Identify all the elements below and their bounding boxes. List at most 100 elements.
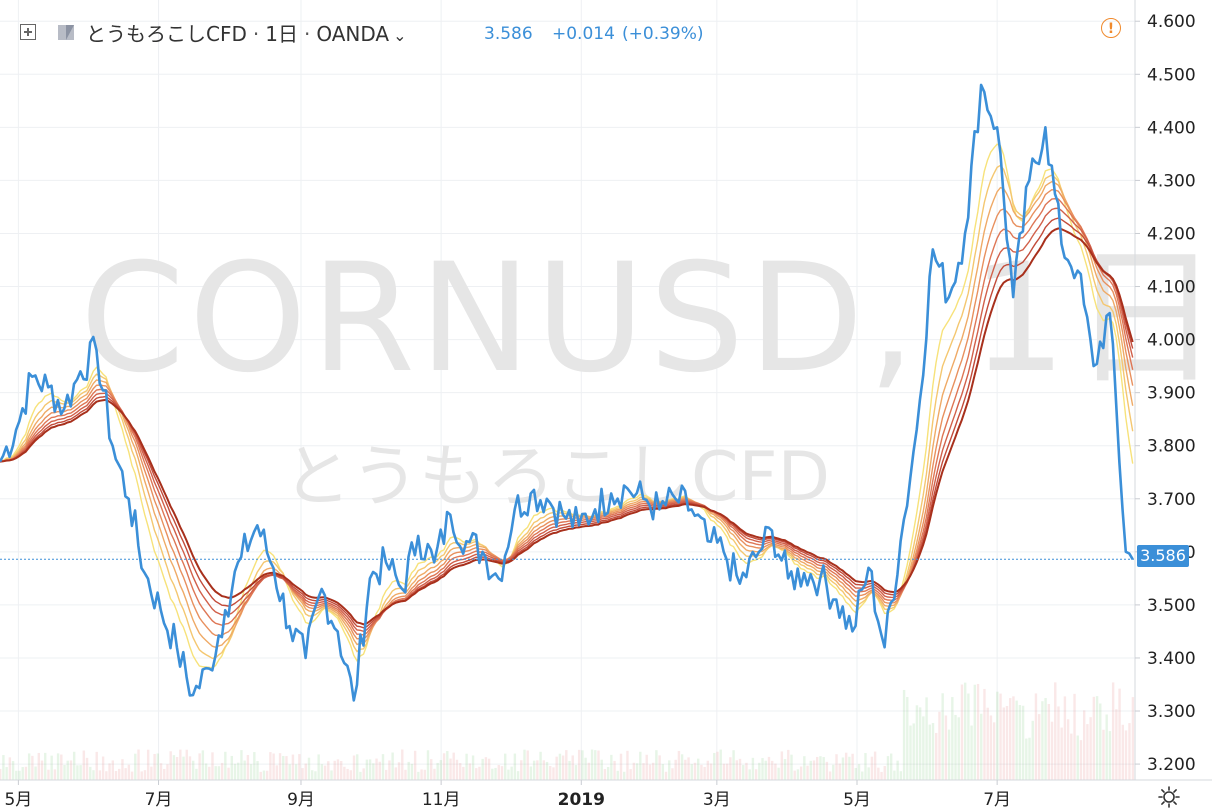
settings-gear-icon[interactable] — [1157, 785, 1181, 809]
price-series — [0, 83, 1134, 702]
volume-bar — [436, 762, 439, 780]
volume-bar — [60, 754, 63, 780]
volume-bar — [655, 750, 658, 780]
volume-bar — [359, 771, 362, 780]
volume-bar — [941, 693, 944, 780]
volume-bar — [1095, 696, 1099, 780]
volume-bar — [291, 754, 295, 780]
volume-bar — [664, 771, 668, 780]
volume-bar — [822, 757, 825, 780]
volume-bar — [770, 760, 774, 780]
warning-icon[interactable]: ! — [1101, 18, 1121, 38]
volume-bar — [175, 757, 179, 780]
volume-bar — [523, 749, 526, 780]
volume-bar — [812, 760, 816, 780]
watermark-description: とうもろこしCFD — [283, 438, 830, 517]
add-symbol-icon[interactable] — [20, 24, 36, 40]
volume-bar — [404, 769, 407, 780]
volume-bar — [439, 760, 443, 780]
volume-bar — [861, 771, 864, 780]
volume-bar — [616, 770, 619, 780]
volume-bar — [526, 750, 529, 780]
volume-bar — [520, 760, 523, 780]
volume-bar — [902, 689, 906, 780]
volume-bar — [1102, 729, 1105, 780]
volume-bar — [458, 763, 462, 780]
volume-bar — [191, 760, 195, 780]
volume-bar — [780, 751, 784, 780]
volume-bar — [1066, 719, 1070, 780]
volume-bar — [230, 755, 233, 780]
volume-bar — [1115, 709, 1118, 780]
price-line — [0, 83, 1134, 702]
volume-bar — [381, 754, 385, 780]
volume-bar — [317, 754, 320, 780]
symbol-header: とうもろこしCFD · 1日 · OANDA ⌄ — [86, 22, 407, 46]
volume-bar — [877, 767, 880, 780]
price-tick-label: 4.000 — [1147, 331, 1196, 351]
volume-bar — [803, 756, 806, 780]
volume-bar — [513, 753, 517, 780]
volume-bar — [79, 765, 82, 780]
volume-bar — [449, 758, 452, 780]
volume-bar — [108, 763, 111, 780]
volume-bar — [391, 752, 394, 780]
interval-label[interactable]: 1日 — [265, 22, 298, 46]
exchange-label[interactable]: OANDA — [316, 22, 390, 46]
volume-bar — [417, 771, 420, 780]
volume-bar — [105, 771, 108, 780]
volume-bar — [220, 762, 224, 780]
volume-bar — [1031, 720, 1034, 780]
volume-bar — [799, 766, 803, 780]
volume-bar — [401, 749, 404, 780]
watermark: CORNUSD, 1日 とうもろこしCFD — [80, 232, 1212, 517]
volume-bar — [63, 765, 66, 780]
volume-bar — [1015, 700, 1018, 780]
volume-bar — [738, 758, 742, 780]
volume-bar — [886, 756, 890, 780]
volume-bar — [787, 749, 790, 780]
volume-bar — [1118, 688, 1121, 780]
volume-bar — [394, 767, 398, 780]
volume-bar — [944, 715, 948, 780]
volume-bar — [388, 760, 391, 780]
time-tick-label: 7月 — [145, 790, 173, 810]
volume-bar — [410, 763, 414, 780]
volume-bar — [95, 751, 98, 780]
chevron-down-icon[interactable]: ⌄ — [393, 26, 407, 45]
volume-bar — [790, 754, 793, 780]
volume-bar — [645, 754, 648, 780]
volume-bar — [1034, 693, 1038, 780]
volume-bar — [208, 766, 211, 780]
volume-bar — [169, 751, 172, 780]
volume-bar — [639, 751, 642, 780]
volume-bar — [700, 764, 703, 780]
time-tick-label: 11月 — [422, 790, 461, 810]
volume-bar — [484, 757, 488, 780]
volume-bar — [918, 707, 922, 780]
symbol-label[interactable]: とうもろこしCFD — [86, 22, 247, 46]
volume-bar — [651, 762, 655, 780]
volume-bar — [166, 764, 169, 780]
volume-bar — [8, 757, 12, 780]
volume-bar — [343, 766, 346, 780]
grid — [0, 0, 1135, 780]
volume-bar — [703, 766, 706, 780]
volume-bar — [835, 754, 838, 780]
volume-bar — [1041, 701, 1044, 780]
volume-bar — [1012, 696, 1015, 780]
price-tick-label: 3.300 — [1147, 702, 1196, 722]
volume-bar — [992, 722, 996, 780]
moving-average-line — [0, 217, 1134, 629]
volume-bar — [980, 713, 983, 780]
volume-bar — [462, 766, 465, 780]
volume-bar — [339, 760, 343, 780]
volume-bar — [69, 760, 73, 780]
flag-icon[interactable] — [58, 25, 74, 40]
volume-bar — [1057, 706, 1060, 780]
volume-bar — [140, 771, 143, 780]
volume-bar — [201, 750, 205, 780]
price-tick-label: 3.900 — [1147, 384, 1196, 404]
volume-bar — [735, 760, 739, 780]
